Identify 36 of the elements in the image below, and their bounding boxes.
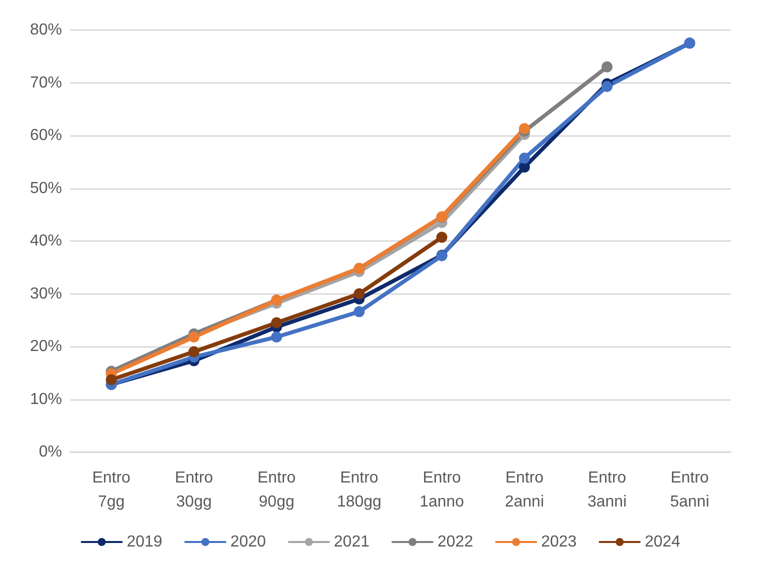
x-tick-label: Entro 5anni: [670, 470, 710, 510]
point: [518, 162, 530, 173]
point: [271, 317, 282, 328]
x-tick-label: Entro 90gg: [257, 470, 296, 510]
y-tick-label: 80%: [30, 22, 62, 38]
point: [602, 61, 613, 72]
point: [271, 332, 282, 342]
y-tick-label: 50%: [30, 180, 62, 197]
legend-label: 2022: [438, 534, 474, 550]
point: [188, 346, 200, 358]
point: [354, 306, 365, 318]
y-tick-label: 60%: [30, 127, 62, 144]
x-tick-label: Entro 3anni: [587, 470, 627, 510]
point: [518, 152, 530, 164]
legend-label: 2024: [644, 534, 680, 550]
x-tick-label: Entro 180gg: [336, 470, 382, 510]
point: [188, 332, 200, 342]
point: [106, 374, 117, 386]
x-tick-label: Entro 1anno: [420, 470, 464, 510]
legend-label: 2023: [541, 534, 577, 550]
point: [354, 288, 365, 300]
y-tick-label: 70%: [30, 74, 62, 92]
x-tick-label: Entro 30gg: [174, 470, 214, 510]
x-tick-label: Entro 7gg: [92, 470, 131, 510]
point: [518, 123, 530, 134]
y-tick-label: 0%: [38, 444, 62, 460]
y-tick-label: 20%: [30, 338, 62, 355]
point: [602, 80, 613, 92]
y-tick-label: 10%: [30, 390, 62, 408]
y-tick-label: 30%: [30, 285, 62, 302]
legend-label: 2019: [126, 534, 162, 550]
legend-label: 2020: [230, 534, 266, 550]
y-tick-label: 40%: [30, 232, 62, 250]
x-tick-label: Entro 2anni: [504, 470, 544, 510]
point: [436, 232, 448, 243]
legend-label: 2021: [334, 534, 370, 550]
